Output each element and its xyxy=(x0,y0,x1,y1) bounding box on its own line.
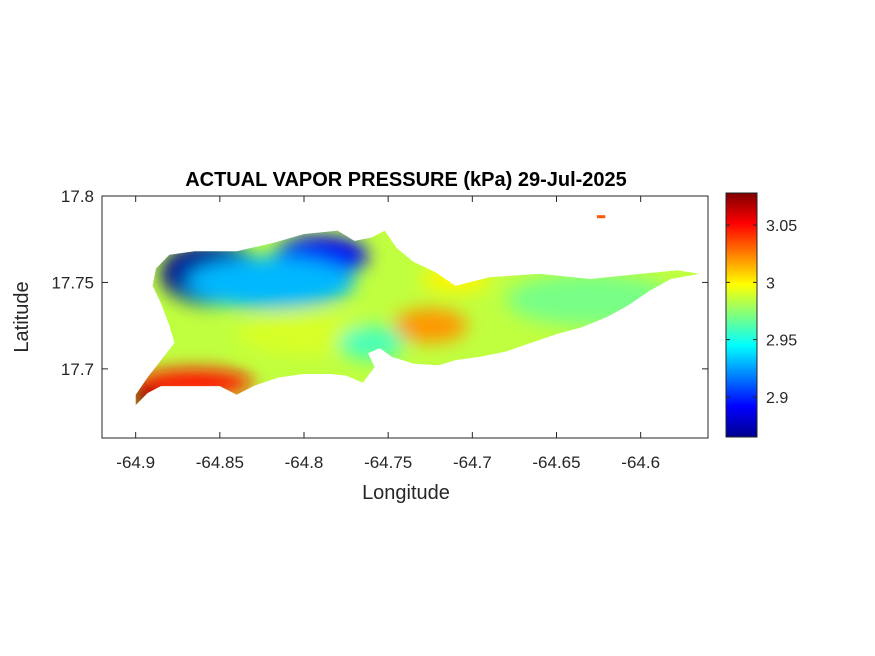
y-axis-label: Latitude xyxy=(11,281,33,352)
x-tick-label: -64.85 xyxy=(196,453,244,472)
colorbar-gradient xyxy=(725,192,758,438)
x-axis-label: Longitude xyxy=(362,482,450,504)
y-tick-label: 17.8 xyxy=(61,187,94,206)
x-tick-label: -64.65 xyxy=(532,453,580,472)
y-axis-ticks: 17.8 17.75 17.7 xyxy=(51,187,708,379)
field-blob-2 xyxy=(186,256,355,309)
colorbar-ticks: 3.05 3 2.95 2.9 xyxy=(726,218,797,407)
plot-area: -64.9 -64.85 -64.8 -64.75 -64.7 -64.65 -64.6 1… xyxy=(51,187,709,472)
colorbar-tick-label: 3.05 xyxy=(766,218,797,235)
chart-title: ACTUAL VAPOR PRESSURE (kPa) 29-Jul-2025 xyxy=(185,169,627,191)
colorbar-tick-label: 3 xyxy=(766,275,775,292)
colorbar-tick-label: 2.9 xyxy=(766,390,788,407)
field-blob-9 xyxy=(337,325,405,361)
colorbar-tick-label: 2.95 xyxy=(766,333,797,350)
x-tick-label: -64.9 xyxy=(116,453,155,472)
x-tick-label: -64.8 xyxy=(285,453,324,472)
y-tick-label: 17.7 xyxy=(61,360,94,379)
x-tick-label: -64.75 xyxy=(364,453,412,472)
x-axis-ticks: -64.9 -64.85 -64.8 -64.75 -64.7 -64.65 -64.6 xyxy=(116,196,660,472)
field-blob-8 xyxy=(236,313,372,355)
colorbar: 3.05 3 2.95 2.9 xyxy=(725,192,797,438)
x-tick-label: -64.7 xyxy=(453,453,492,472)
y-tick-label: 17.75 xyxy=(51,273,94,292)
field-blob-5 xyxy=(393,308,468,343)
x-tick-label: -64.6 xyxy=(621,453,660,472)
